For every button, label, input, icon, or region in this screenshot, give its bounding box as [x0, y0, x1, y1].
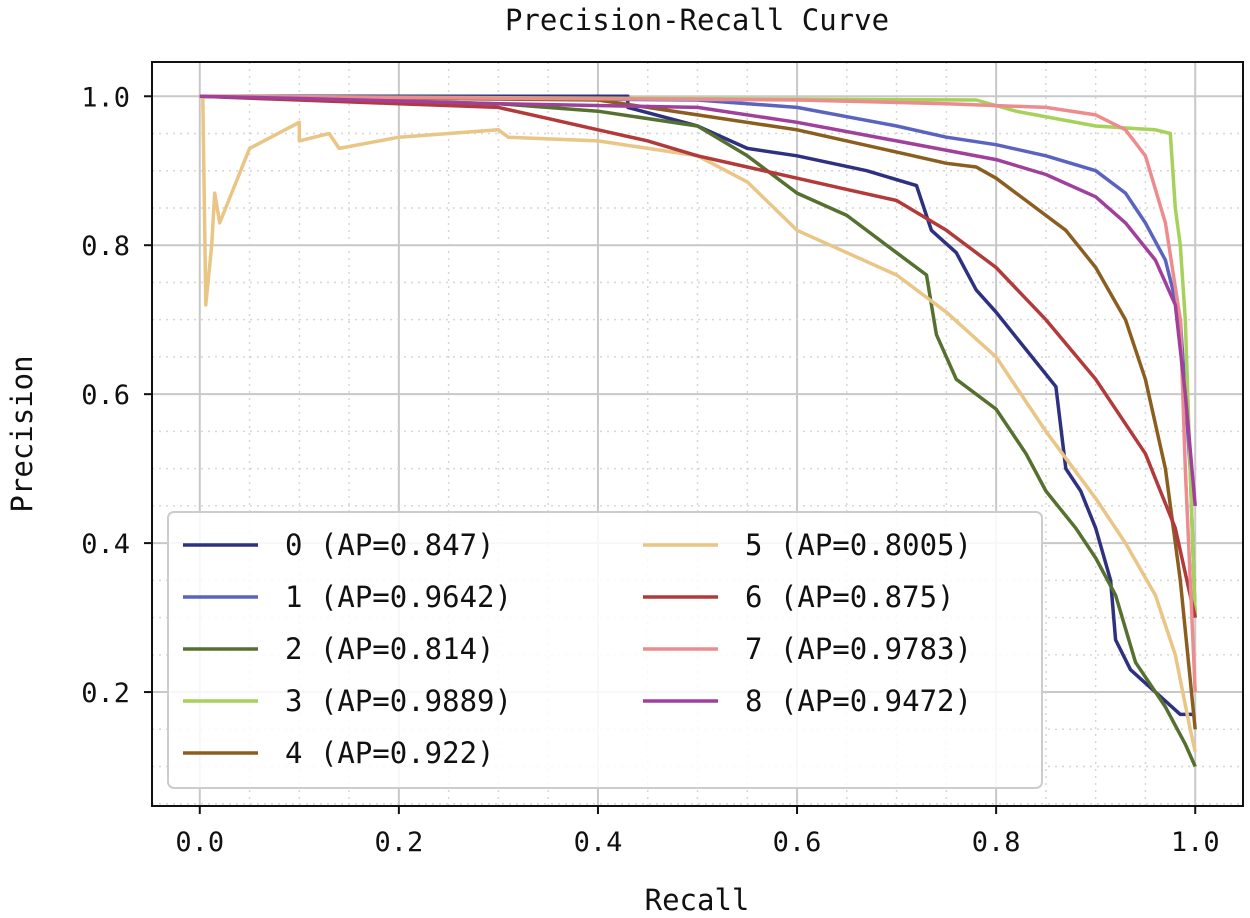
- legend-box: [167, 511, 1043, 789]
- series-lines: [199, 94, 1197, 768]
- plot-frame: [151, 61, 1244, 807]
- series-line-0: [199, 94, 1196, 717]
- series-line-3: [199, 94, 1197, 618]
- y-tick-label: 0.4: [81, 529, 130, 560]
- x-tick-label: 0.0: [175, 827, 224, 858]
- legend-label: 1 (AP=0.9642): [285, 580, 512, 614]
- chart-title: Precision-Recall Curve: [505, 3, 889, 37]
- y-tick-label: 1.0: [81, 82, 130, 113]
- series-line-2: [199, 94, 1197, 768]
- y-tick-label: 0.6: [81, 380, 130, 411]
- legend-label: 6 (AP=0.875): [745, 580, 955, 614]
- legend: 0 (AP=0.847) 1 (AP=0.9642) 2 (AP=0.814) 3 (…: [167, 511, 1043, 789]
- x-tick-label: 0.6: [773, 827, 822, 858]
- legend-label: 4 (AP=0.922): [285, 736, 495, 770]
- legend-label: 3 (AP=0.9889): [285, 684, 512, 718]
- series-line-4: [199, 94, 1197, 730]
- legend-label: 0 (AP=0.847): [285, 528, 495, 562]
- x-tick-label: 0.8: [972, 827, 1021, 858]
- series-line-5: [201, 96, 1197, 752]
- x-tick-label: 1.0: [1171, 827, 1220, 858]
- grid: [152, 62, 1243, 806]
- legend-label: 7 (AP=0.9783): [745, 632, 972, 666]
- y-tick-label: 0.8: [81, 231, 130, 262]
- y-tick-label: 0.2: [81, 678, 130, 709]
- legend-label: 2 (AP=0.814): [285, 632, 495, 666]
- series-line-8: [199, 94, 1197, 507]
- ticks: 0.0 0.2 0.4 0.6 0.8 1.0 0.2 0.4 0.6 0.8 1.0: [81, 82, 1219, 858]
- y-axis-label: Precision: [5, 355, 39, 512]
- legend-label: 8 (AP=0.9472): [745, 684, 972, 718]
- legend-label: 5 (AP=0.8005): [745, 528, 972, 562]
- x-tick-label: 0.4: [574, 827, 623, 858]
- x-tick-label: 0.2: [374, 827, 423, 858]
- x-axis-label: Recall: [645, 883, 750, 917]
- series-line-6: [199, 94, 1197, 618]
